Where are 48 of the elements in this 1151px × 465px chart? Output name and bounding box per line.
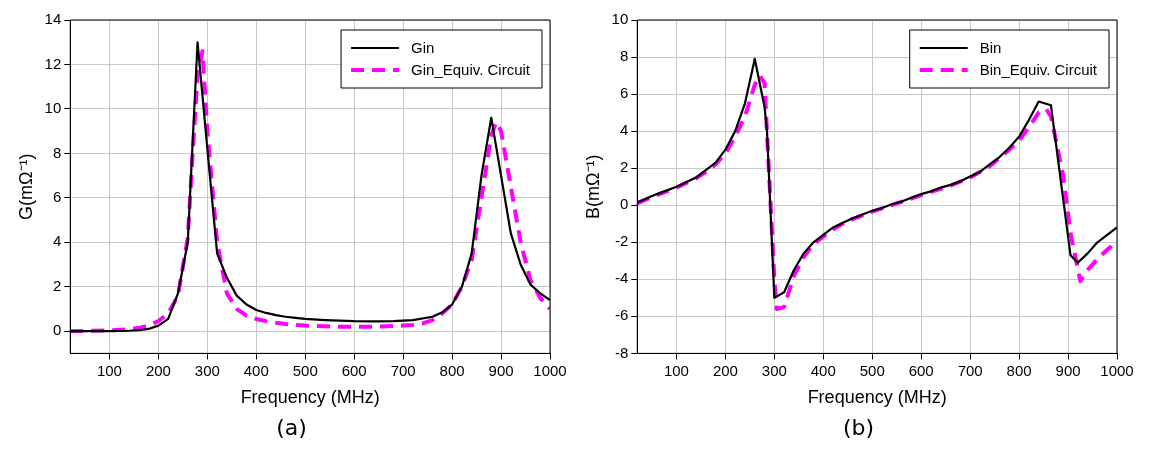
y-axis-title: G(mΩ⁻¹)	[15, 153, 36, 220]
x-tick-label: 400	[810, 361, 836, 379]
x-axis-title: Frequency (MHz)	[807, 387, 947, 408]
x-tick-label: 900	[488, 361, 514, 379]
y-tick-label: 10	[44, 99, 61, 117]
text: (a)	[276, 415, 307, 440]
x-tick-label: 100	[663, 361, 689, 379]
y-tick-label: 6	[619, 84, 628, 102]
x-tick-label: 700	[390, 361, 416, 379]
x-tick-label: 100	[96, 361, 122, 379]
x-axis-title: Frequency (MHz)	[240, 387, 380, 408]
legend-label: Gin_Equiv. Circuit	[410, 61, 531, 79]
y-axis-title: B(mΩ⁻¹)	[582, 154, 603, 219]
y-tick-label: 14	[44, 10, 61, 28]
x-tick-label: 200	[712, 361, 738, 379]
y-tick-label: -8	[614, 343, 628, 361]
x-tick-label: 900	[1055, 361, 1081, 379]
y-tick-label: 0	[52, 321, 61, 339]
x-tick-label: 800	[439, 361, 465, 379]
legend-label: Gin	[410, 39, 434, 57]
x-tick-label: 300	[761, 361, 787, 379]
y-tick-label: 2	[52, 276, 61, 294]
x-tick-label: 500	[292, 361, 318, 379]
legend-label: Bin	[979, 39, 1001, 57]
y-tick-label: -4	[614, 269, 628, 287]
x-tick-label: 1000	[1099, 361, 1134, 379]
y-tick-label: 2	[619, 158, 628, 176]
x-tick-label: 300	[194, 361, 220, 379]
x-tick-label: 800	[1006, 361, 1032, 379]
x-tick-label: 1000	[532, 361, 567, 379]
y-tick-label: 6	[52, 187, 61, 205]
y-tick-label: -6	[614, 306, 628, 324]
x-tick-label: 400	[243, 361, 269, 379]
text: (b)	[842, 415, 875, 440]
y-tick-label: 8	[52, 143, 61, 161]
y-tick-label: 4	[52, 232, 61, 250]
legend-label: Bin_Equiv. Circuit	[979, 61, 1098, 79]
y-tick-label: -2	[614, 232, 628, 250]
y-tick-label: 10	[611, 10, 628, 28]
y-tick-label: 0	[619, 195, 628, 213]
x-tick-label: 500	[859, 361, 885, 379]
x-tick-label: 200	[145, 361, 171, 379]
x-tick-label: 600	[908, 361, 934, 379]
y-tick-label: 8	[619, 47, 628, 65]
x-tick-label: 700	[957, 361, 983, 379]
y-tick-label: 4	[619, 121, 628, 139]
y-tick-label: 12	[44, 54, 61, 72]
x-tick-label: 600	[341, 361, 367, 379]
